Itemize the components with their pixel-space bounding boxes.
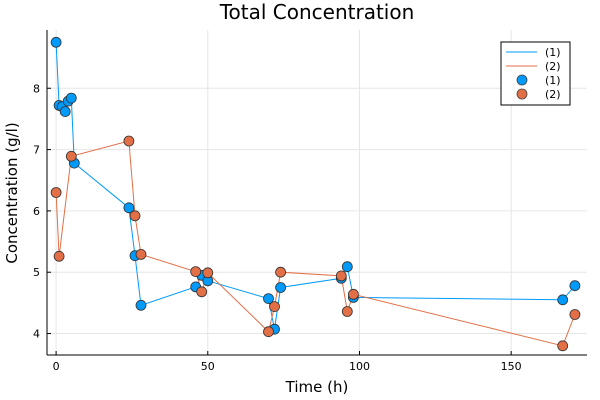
y-axis-label: Concentration (g/l) (3, 122, 21, 263)
series-2-point (123, 135, 135, 147)
y-tick-label: 4 (33, 328, 40, 341)
series-1-point (341, 261, 353, 273)
series-1-point (135, 299, 147, 311)
x-tick-label: 150 (501, 360, 522, 373)
series-2-point (129, 210, 141, 222)
series-2-point (335, 270, 347, 282)
x-tick-label: 0 (53, 360, 60, 373)
y-tick-label: 5 (33, 266, 40, 279)
series-1-point (569, 280, 581, 292)
series-2-point (65, 150, 77, 162)
series-2-point (275, 266, 287, 278)
series-1-point (123, 202, 135, 214)
y-tick-label: 8 (33, 82, 40, 95)
y-tick-label: 7 (33, 144, 40, 157)
series-2-point (569, 309, 581, 320)
x-axis-label: Time (h) (285, 378, 349, 396)
series-1-point (557, 294, 569, 306)
series-2-point (269, 301, 280, 313)
series-2-point (196, 286, 208, 298)
series-1-point (263, 293, 274, 305)
series-2-point (50, 187, 62, 198)
legend-label-2: (2) (545, 60, 561, 73)
series-2-point (135, 248, 147, 260)
x-tick-label: 50 (201, 360, 215, 373)
legend-label-3: (1) (545, 74, 561, 87)
legend-label-1: (1) (545, 46, 561, 59)
x-tick-label: 100 (349, 360, 370, 373)
series-2-point (341, 306, 353, 317)
series-2-point (190, 266, 202, 278)
series-2-point (347, 288, 359, 300)
chart-title: Total Concentration (219, 0, 415, 24)
series-2-point (263, 326, 274, 338)
series-2-point (202, 267, 214, 279)
ticks: 0 50 100 150 4 5 6 7 8 (33, 82, 522, 373)
series-1-point (65, 92, 77, 104)
series-points (50, 36, 581, 352)
legend: (1) (2) (1) (2) (500, 41, 571, 106)
series-2-point (557, 340, 569, 352)
legend-marker-2 (516, 88, 528, 100)
legend-label-4: (2) (545, 88, 561, 101)
grid (47, 30, 587, 355)
series-1-point (59, 106, 71, 117)
axes (46, 30, 587, 356)
series-1-point (275, 282, 287, 293)
series-1-point (50, 36, 62, 48)
legend-marker-1 (516, 74, 528, 86)
series-2-point (53, 250, 65, 262)
y-tick-label: 6 (33, 205, 40, 218)
